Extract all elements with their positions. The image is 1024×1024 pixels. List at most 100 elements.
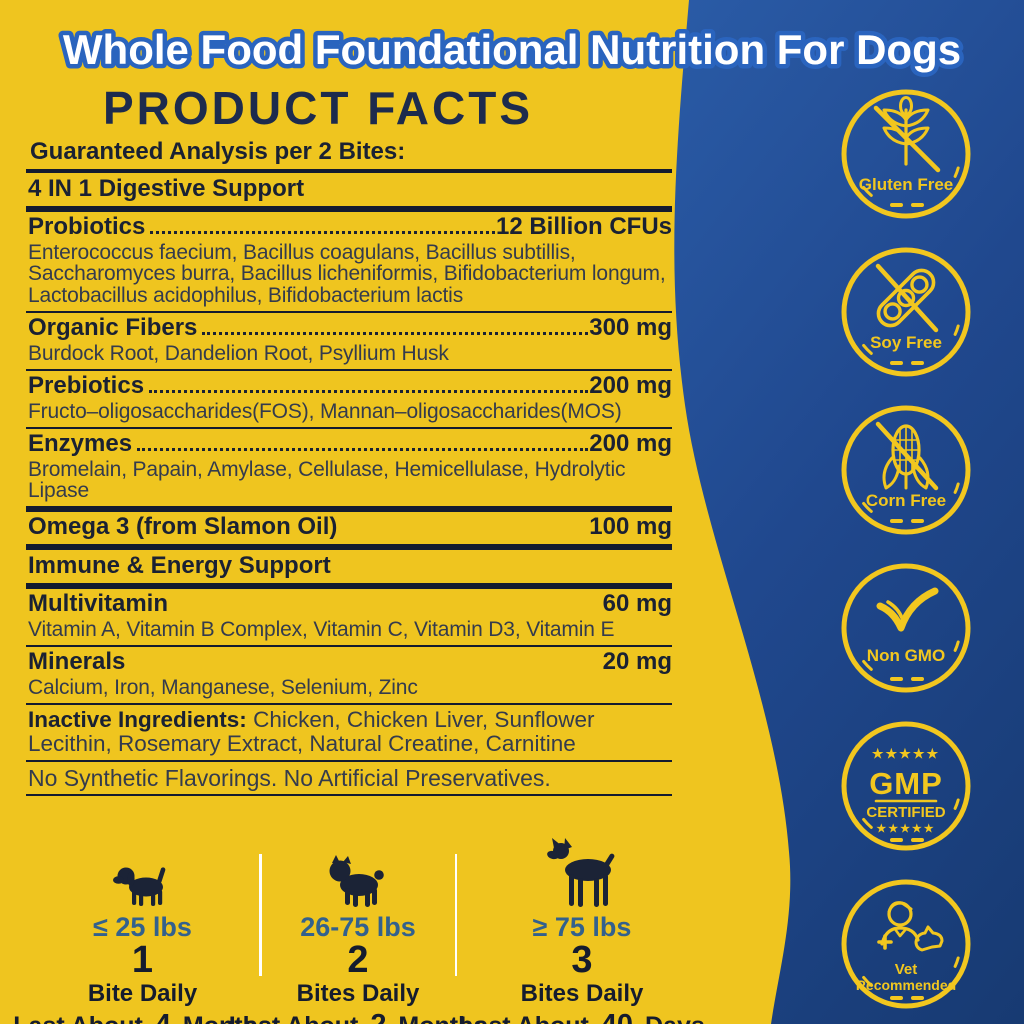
nutrient-label: Enzymes (28, 429, 133, 457)
badge-label: Non GMO (867, 646, 945, 665)
header-banner: Whole Food Foundational Nutrition For Do… (58, 22, 965, 78)
dosing-guide: ≤ 25 lbs 1 Bite Daily Last About 4 Month… (13, 838, 768, 1024)
nutrient-row-prebiotics: Prebiotics 200 mg Fructo–oligosaccharide… (26, 371, 672, 429)
dosing-column-small-dog: ≤ 25 lbs 1 Bite Daily Last About 4 Month… (13, 846, 272, 1024)
nutrient-row-multivitamin: Multivitamin 60 mg Vitamin A, Vitamin B … (26, 590, 672, 647)
vet-with-dog-icon (877, 901, 944, 952)
gluten-free-badge: Gluten Free (841, 89, 971, 219)
nutrient-row-probiotics: Probiotics 12 Billion CFUs Enterococcus … (26, 212, 672, 314)
dot-leader (149, 389, 589, 393)
guaranteed-analysis-line: Guaranteed Analysis per 2 Bites: (30, 138, 406, 166)
nutrient-ingredients: Calcium, Iron, Manganese, Selenium, Zinc (28, 675, 418, 699)
dot-leader (150, 230, 495, 234)
wheat-crossed-icon (873, 96, 941, 173)
duration-prefix: Last About (459, 1012, 589, 1024)
divider-thin (26, 368, 672, 371)
nutrient-row-organic-fibers: Organic Fibers 300 mg Burdock Root, Dand… (26, 314, 672, 371)
header-title: Whole Food Foundational Nutrition For Do… (63, 26, 961, 73)
divider-thin (26, 645, 672, 647)
bite-unit: Bites Daily (520, 979, 644, 1007)
section-immune-energy: Immune & Energy Support (28, 552, 331, 580)
divider-thin (26, 794, 672, 797)
divider-thin (26, 702, 672, 705)
dosing-column-large-dog: ≥ 75 lbs 3 Bites Daily Last About 40 Day… (457, 838, 707, 1024)
bite-count: 1 (131, 939, 154, 982)
stars-seal-icon: ★★★★★ GMP CERTIFIED ★★★★★ (866, 746, 945, 835)
divider-thin (26, 426, 672, 429)
dosing-column-medium-dog: 26-75 lbs 2 Bites Daily Last About 2 Mon… (229, 846, 487, 1024)
nutrient-label: Multivitamin (28, 590, 169, 618)
certification-badges: Gluten Free Soy Free (836, 84, 980, 1014)
duration-prefix: Last About (13, 1012, 143, 1024)
large-dog-icon (536, 838, 628, 910)
duration-unit: Months (183, 1012, 272, 1024)
medium-dog-icon (321, 846, 395, 910)
inactive-ingredients-text: Chicken, Chicken Liver, Sunflower Lecith… (28, 706, 595, 756)
gmp-certified-badge: ★★★★★ GMP CERTIFIED ★★★★★ (841, 721, 971, 851)
duration-line: Last About 2 Months (229, 1010, 488, 1024)
badge-label: Vet (895, 961, 918, 978)
column-divider (454, 854, 457, 976)
nutrient-label: Omega 3 (from Slamon Oil) (28, 513, 338, 541)
nutrient-label: Organic Fibers (28, 314, 198, 342)
weight-range: 26-75 lbs (300, 912, 416, 942)
inactive-ingredients-label: Inactive Ingredients: (28, 706, 247, 732)
nutrient-label: Minerals (28, 648, 126, 675)
weight-range: ≥ 75 lbs (532, 912, 632, 942)
divider-thick (26, 583, 672, 590)
inactive-ingredients-row: Inactive Ingredients: Chicken, Chicken L… (26, 706, 672, 756)
stars-top: ★★★★★ (872, 746, 940, 761)
nutrient-ingredients: Vitamin A, Vitamin B Complex, Vitamin C,… (28, 618, 615, 642)
divider-thick (26, 506, 672, 513)
nutrient-ingredients: Bromelain, Papain, Amylase, Cellulase, H… (28, 457, 626, 503)
nutrient-ingredients: Burdock Root, Dandelion Root, Psyllium H… (28, 342, 449, 366)
bite-unit: Bite Daily (87, 979, 198, 1007)
divider-thick (26, 205, 672, 212)
nutrient-value: 300 mg (589, 314, 672, 342)
duration-unit: Months (398, 1012, 487, 1024)
nutrient-value: 12 Billion CFUs (495, 212, 672, 240)
nutrient-row-omega3: Omega 3 (from Slamon Oil) 100 mg (26, 513, 672, 551)
nutrient-label: Prebiotics (28, 371, 145, 399)
checkmark-icon (876, 587, 939, 632)
duration-number: 40 (601, 1009, 633, 1024)
dot-leader (137, 447, 589, 451)
panel-title: PRODUCT FACTS (103, 82, 533, 134)
nutrient-value: 20 mg (602, 648, 672, 675)
column-divider (259, 854, 262, 976)
product-facts-panel: PRODUCT FACTS Guaranteed Analysis per 2 … (26, 84, 672, 798)
nutrient-value: 60 mg (602, 590, 672, 618)
small-dog-icon (110, 846, 176, 910)
nutrient-label: Probiotics (28, 212, 146, 240)
stars-bottom: ★★★★★ (876, 823, 935, 835)
badge-label: Gluten Free (859, 175, 953, 194)
duration-line: Last About 4 Months (13, 1010, 272, 1024)
duration-unit: Days (645, 1012, 705, 1024)
nutrient-row-enzymes: Enzymes 200 mg Bromelain, Papain, Amylas… (26, 429, 672, 513)
nutrient-value: 100 mg (589, 513, 672, 541)
bite-unit: Bites Daily (296, 979, 420, 1007)
divider-thin (26, 759, 672, 762)
nutrient-row-minerals: Minerals 20 mg Calcium, Iron, Manganese,… (26, 648, 672, 705)
badge-label: Corn Free (866, 491, 946, 510)
vet-recommended-badge: Vet Recommended (841, 879, 971, 1009)
badge-sublabel: Recommended (856, 977, 956, 993)
divider-thin (26, 311, 672, 314)
nutrient-value: 200 mg (589, 371, 672, 399)
non-gmo-badge: Non GMO (841, 563, 971, 693)
soybean-crossed-icon (875, 263, 939, 333)
dot-leader (202, 332, 589, 336)
weight-range: ≤ 25 lbs (93, 912, 192, 942)
duration-line: Last About 40 Days (459, 1010, 705, 1024)
nutrient-ingredients: Fructo–oligosaccharides(FOS), Mannan–oli… (28, 399, 622, 423)
badge-label: GMP (869, 766, 943, 801)
divider-thick (26, 544, 672, 551)
bite-count: 3 (571, 939, 593, 982)
section-digestive-support: 4 IN 1 Digestive Support (28, 174, 305, 202)
badge-sublabel: CERTIFIED (866, 804, 945, 821)
badge-label: Soy Free (870, 333, 942, 352)
bite-count: 2 (347, 939, 369, 982)
corn-free-badge: Corn Free (841, 405, 971, 535)
nutrient-value: 200 mg (589, 429, 672, 457)
